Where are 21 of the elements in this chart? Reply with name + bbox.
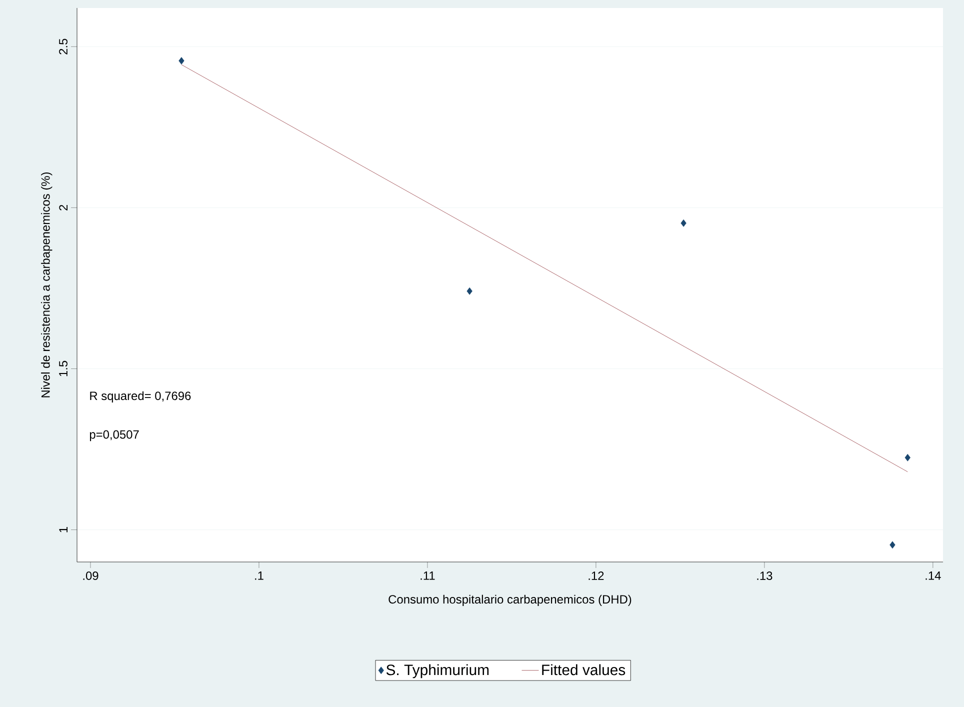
- annotation: p=0,0507: [90, 430, 139, 442]
- x-tick-label: .09: [83, 572, 98, 580]
- y-tick-label: 1: [59, 527, 68, 532]
- x-tick-label: .13: [757, 572, 772, 580]
- x-tick-label: .1: [255, 572, 264, 580]
- x-tick-label: .11: [420, 572, 435, 580]
- point: [466, 287, 472, 295]
- x-axis-title: Consumo hospitalario carbapenemicos (DHD): [388, 594, 632, 606]
- point: [904, 454, 910, 462]
- x-tick-label: .12: [588, 572, 604, 580]
- legend-label: Fitted values: [542, 664, 626, 676]
- y-tick-label: 1.5: [59, 360, 68, 376]
- y-tick-label: 2.5: [59, 38, 68, 54]
- y-tick-label: 2: [59, 204, 68, 210]
- annotation: R squared= 0,7696: [90, 391, 191, 402]
- y-axis-title: Nivel de resistencia a carbapenemicos (%): [41, 172, 52, 398]
- point: [178, 57, 184, 65]
- legend-label: S. Typhimurium: [386, 664, 489, 678]
- x-tick-label: .14: [926, 572, 941, 580]
- point: [890, 541, 896, 549]
- point: [680, 219, 686, 227]
